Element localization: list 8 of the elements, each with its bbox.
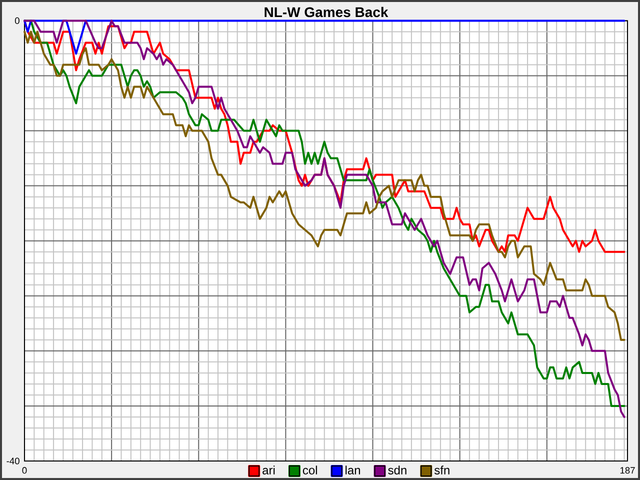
legend-label: lan	[346, 466, 360, 474]
legend-label: ari	[262, 466, 275, 474]
x-tick-label: 187	[620, 467, 635, 474]
legend-label: col	[302, 466, 317, 474]
y-tick-label: -40	[6, 458, 20, 464]
chart-title: NL-W Games Back	[264, 6, 388, 18]
legend-label: sdn	[388, 466, 406, 474]
legend-label: sfn	[434, 466, 450, 474]
